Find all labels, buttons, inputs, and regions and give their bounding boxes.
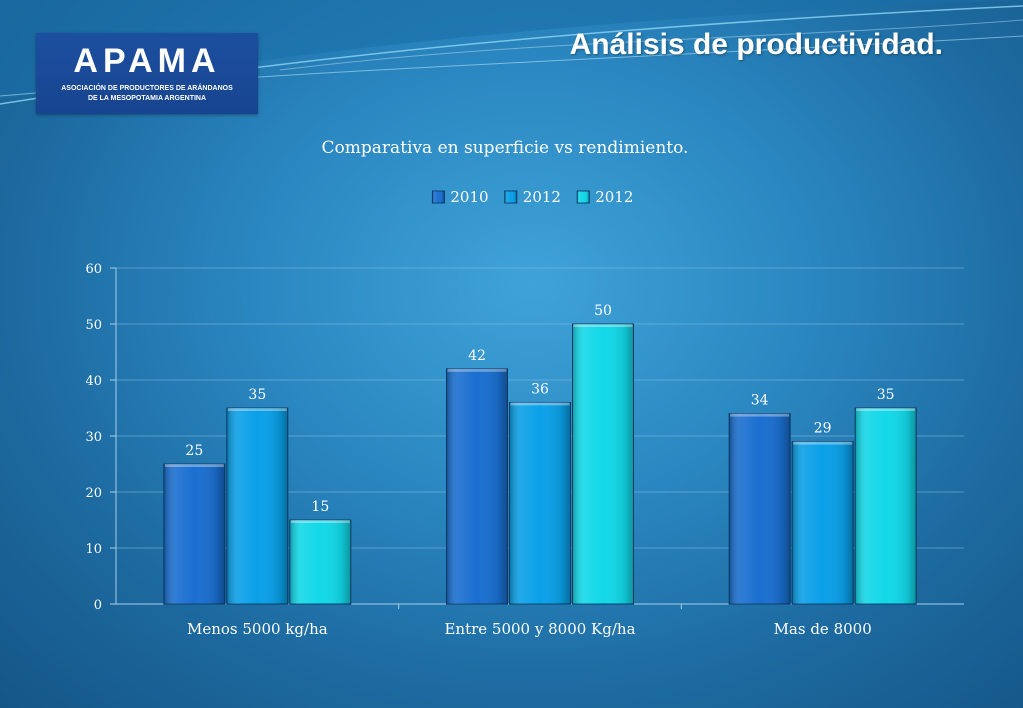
bar-shade — [509, 402, 571, 604]
page-title: Análisis de productividad. — [569, 28, 943, 61]
bar-shade — [163, 464, 225, 604]
bar-top-highlight — [793, 441, 853, 445]
logo-subtitle-line-1: ASOCIACIÓN DE PRODUCTORES DE ARÁNDANOS — [61, 85, 233, 92]
bar-top-highlight — [730, 413, 790, 417]
bar-shade — [572, 324, 634, 604]
data-label: 50 — [594, 303, 612, 319]
chart-title: Comparativa en superficie vs rendimiento… — [322, 138, 689, 158]
bar-shade — [729, 413, 791, 604]
chart-legend: 2010 2012 2012 — [431, 188, 633, 206]
bar-top-highlight — [447, 368, 507, 372]
y-tick-label: 30 — [85, 430, 102, 445]
legend-swatch-shade — [577, 191, 590, 203]
bar-top-highlight — [290, 520, 350, 523]
data-label: 25 — [185, 443, 203, 459]
y-tick-label: 20 — [85, 486, 102, 501]
data-label: 35 — [877, 387, 895, 403]
bar-top-highlight — [510, 402, 570, 406]
data-label: 34 — [751, 393, 769, 409]
bar-shade — [289, 520, 351, 604]
legend-label: 2012 — [523, 188, 561, 206]
data-label: 15 — [311, 499, 329, 515]
data-label: 42 — [468, 348, 486, 364]
category-label: Menos 5000 kg/ha — [187, 620, 328, 638]
bar-top-highlight — [227, 408, 287, 411]
y-tick-label: 50 — [85, 318, 102, 333]
category-label: Mas de 8000 — [774, 620, 872, 638]
y-tick-label: 60 — [85, 262, 102, 277]
y-tick-label: 10 — [85, 542, 102, 557]
legend-swatch-shade — [504, 191, 517, 203]
y-tick-label: 0 — [94, 598, 102, 613]
legend-label: 2010 — [450, 188, 488, 206]
data-label: 29 — [814, 421, 832, 437]
y-tick-label: 40 — [85, 374, 102, 389]
bar-top-highlight — [164, 464, 224, 467]
legend-label: 2012 — [595, 188, 633, 206]
bar-shade — [855, 408, 917, 604]
logo-subtitle-line-2: DE LA MESOPOTAMIA ARGENTINA — [87, 95, 207, 102]
bar-top-highlight — [856, 408, 916, 411]
category-label: Entre 5000 y 8000 Kg/ha — [444, 620, 635, 638]
legend-swatch-shade — [432, 191, 445, 203]
apama-logo: APAMA ASOCIACIÓN DE PRODUCTORES DE ARÁND… — [36, 33, 258, 114]
bar-top-highlight — [573, 324, 633, 327]
logo-wordmark: APAMA — [73, 42, 221, 80]
bar-shade — [226, 408, 288, 604]
data-label: 36 — [531, 381, 549, 397]
bar-shade — [446, 368, 508, 604]
bar-shade — [792, 441, 854, 604]
data-label: 35 — [248, 387, 266, 403]
